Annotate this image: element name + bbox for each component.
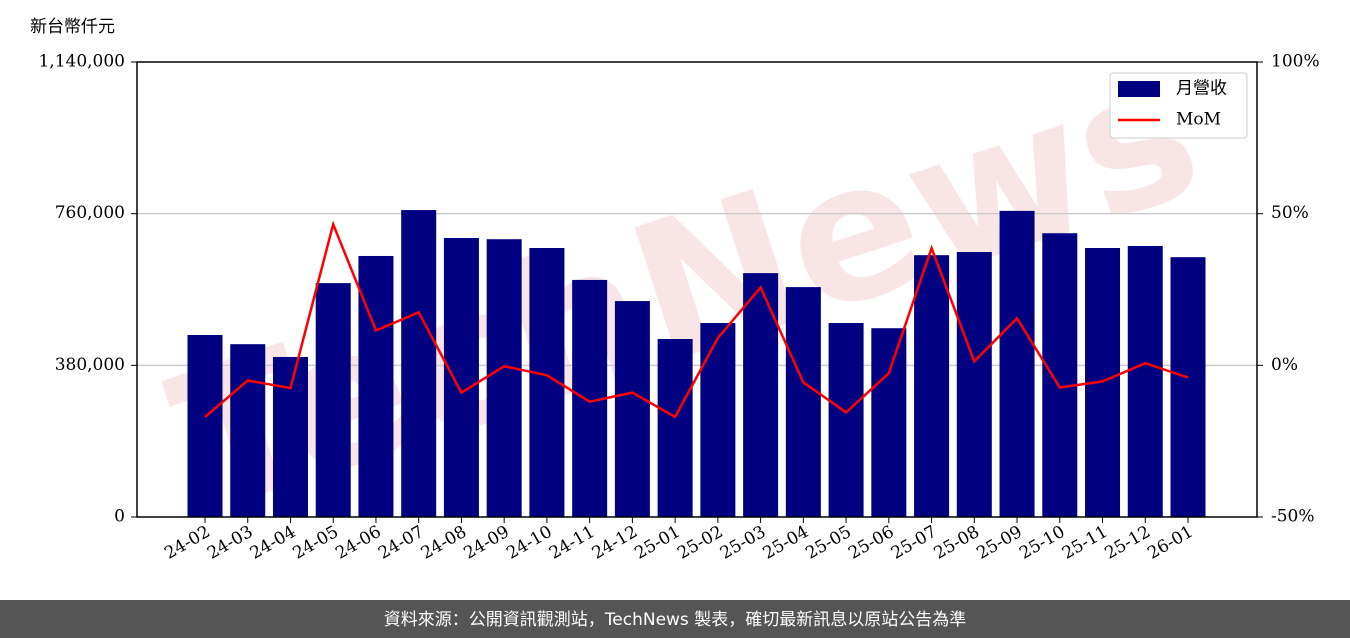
y-tick-label: 1,140,000 (38, 52, 125, 72)
plot-frame (136, 61, 1258, 518)
bar (956, 251, 992, 517)
bar (486, 239, 522, 518)
y2-tick-label: 0% (1271, 355, 1298, 375)
x-tick-label: 25-10 (1016, 522, 1068, 564)
bar (914, 255, 950, 517)
mom-line (204, 220, 1189, 419)
bar (1170, 257, 1206, 517)
bar (401, 210, 437, 517)
bar (315, 283, 351, 517)
y2-tick-label: -50% (1271, 507, 1315, 527)
x-tick-label: 24-06 (332, 522, 384, 564)
x-tick-label: 25-07 (888, 522, 940, 564)
y2-tick-label: 100% (1271, 52, 1320, 72)
x-tick-label: 24-08 (418, 522, 470, 564)
x-tick-label: 25-05 (802, 522, 854, 564)
x-tick-label: 26-01 (1144, 522, 1196, 564)
x-tick-label: 25-11 (1059, 522, 1111, 564)
bar (871, 328, 907, 517)
bar (230, 344, 266, 517)
y-axis-label: 新台幣仟元 (30, 17, 115, 37)
x-tick-label: 24-02 (161, 522, 213, 564)
bar (443, 238, 479, 517)
x-tick-label: 25-06 (845, 522, 897, 564)
bar (743, 273, 779, 517)
footer-bar (0, 600, 1350, 638)
bar (358, 255, 394, 517)
legend-label: 月營收 (1176, 79, 1227, 99)
x-tick-label: 25-03 (717, 522, 769, 564)
bar (614, 301, 650, 517)
y-tick-label: 760,000 (55, 203, 125, 223)
bar (828, 323, 864, 517)
x-tick-label: 25-01 (631, 522, 683, 564)
x-tick-label: 25-08 (931, 522, 983, 564)
y2-tick-label: 50% (1271, 203, 1309, 223)
x-tick-label: 24-07 (375, 522, 427, 564)
bar (1127, 245, 1163, 518)
bar (272, 356, 308, 517)
bar (1042, 233, 1078, 517)
x-tick-label: 24-11 (546, 522, 598, 564)
y-tick-label: 0 (114, 507, 125, 527)
legend-swatch (1118, 81, 1160, 97)
x-tick-label: 24-10 (503, 522, 555, 564)
x-tick-label: 25-02 (674, 522, 726, 564)
x-tick-label: 25-04 (760, 522, 812, 564)
footer: 資料來源：公開資訊觀測站，TechNews 製表，確切最新訊息以原站公告為準 (384, 610, 966, 630)
bar (785, 287, 821, 517)
legend-label: MoM (1176, 110, 1221, 130)
bar (657, 338, 693, 517)
bar (700, 323, 736, 517)
x-tick-label: 24-09 (460, 522, 512, 564)
x-tick-label: 24-12 (589, 522, 641, 564)
x-tick-label: 25-12 (1102, 522, 1154, 564)
bar (999, 210, 1035, 517)
x-tick-label: 25-09 (973, 522, 1025, 564)
y-tick-label: 380,000 (55, 355, 125, 375)
bar (187, 335, 223, 517)
